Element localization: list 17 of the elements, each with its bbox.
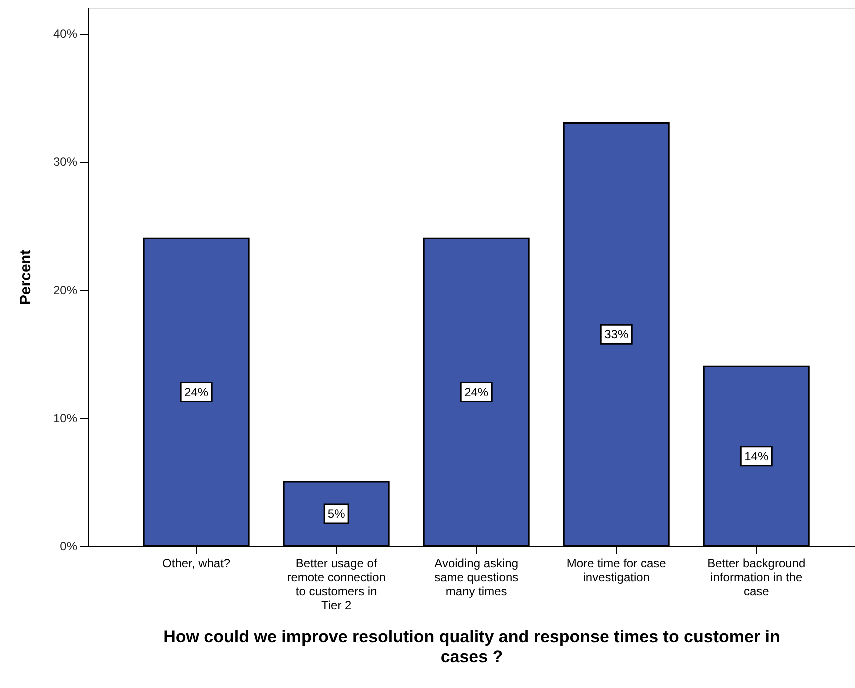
y-tick-label: 30% <box>53 155 78 170</box>
y-tick-label: 0% <box>60 540 78 554</box>
data-label: 5% <box>328 506 346 521</box>
data-label: 14% <box>744 449 769 464</box>
y-tick-label: 20% <box>53 283 78 298</box>
x-tick-label: Avoiding asking same questions many times <box>434 556 519 598</box>
x-tick-label: Other, what? <box>162 556 231 570</box>
y-tick-label: 10% <box>53 411 78 426</box>
x-tick-label: Better background information in the case <box>708 556 806 598</box>
y-tick-label: 40% <box>53 27 78 42</box>
data-label: 33% <box>604 328 629 342</box>
data-label: 24% <box>184 385 209 400</box>
x-axis-title: How could we improve resolution quality and response times to customer in cases ? <box>164 628 780 666</box>
y-axis-title: Percent <box>17 250 34 306</box>
x-tick-label: Better usage of remote connection to customers in Tier 2 <box>287 556 386 612</box>
data-label: 24% <box>464 385 489 400</box>
x-tick-label: More time for case investigation <box>566 556 667 584</box>
